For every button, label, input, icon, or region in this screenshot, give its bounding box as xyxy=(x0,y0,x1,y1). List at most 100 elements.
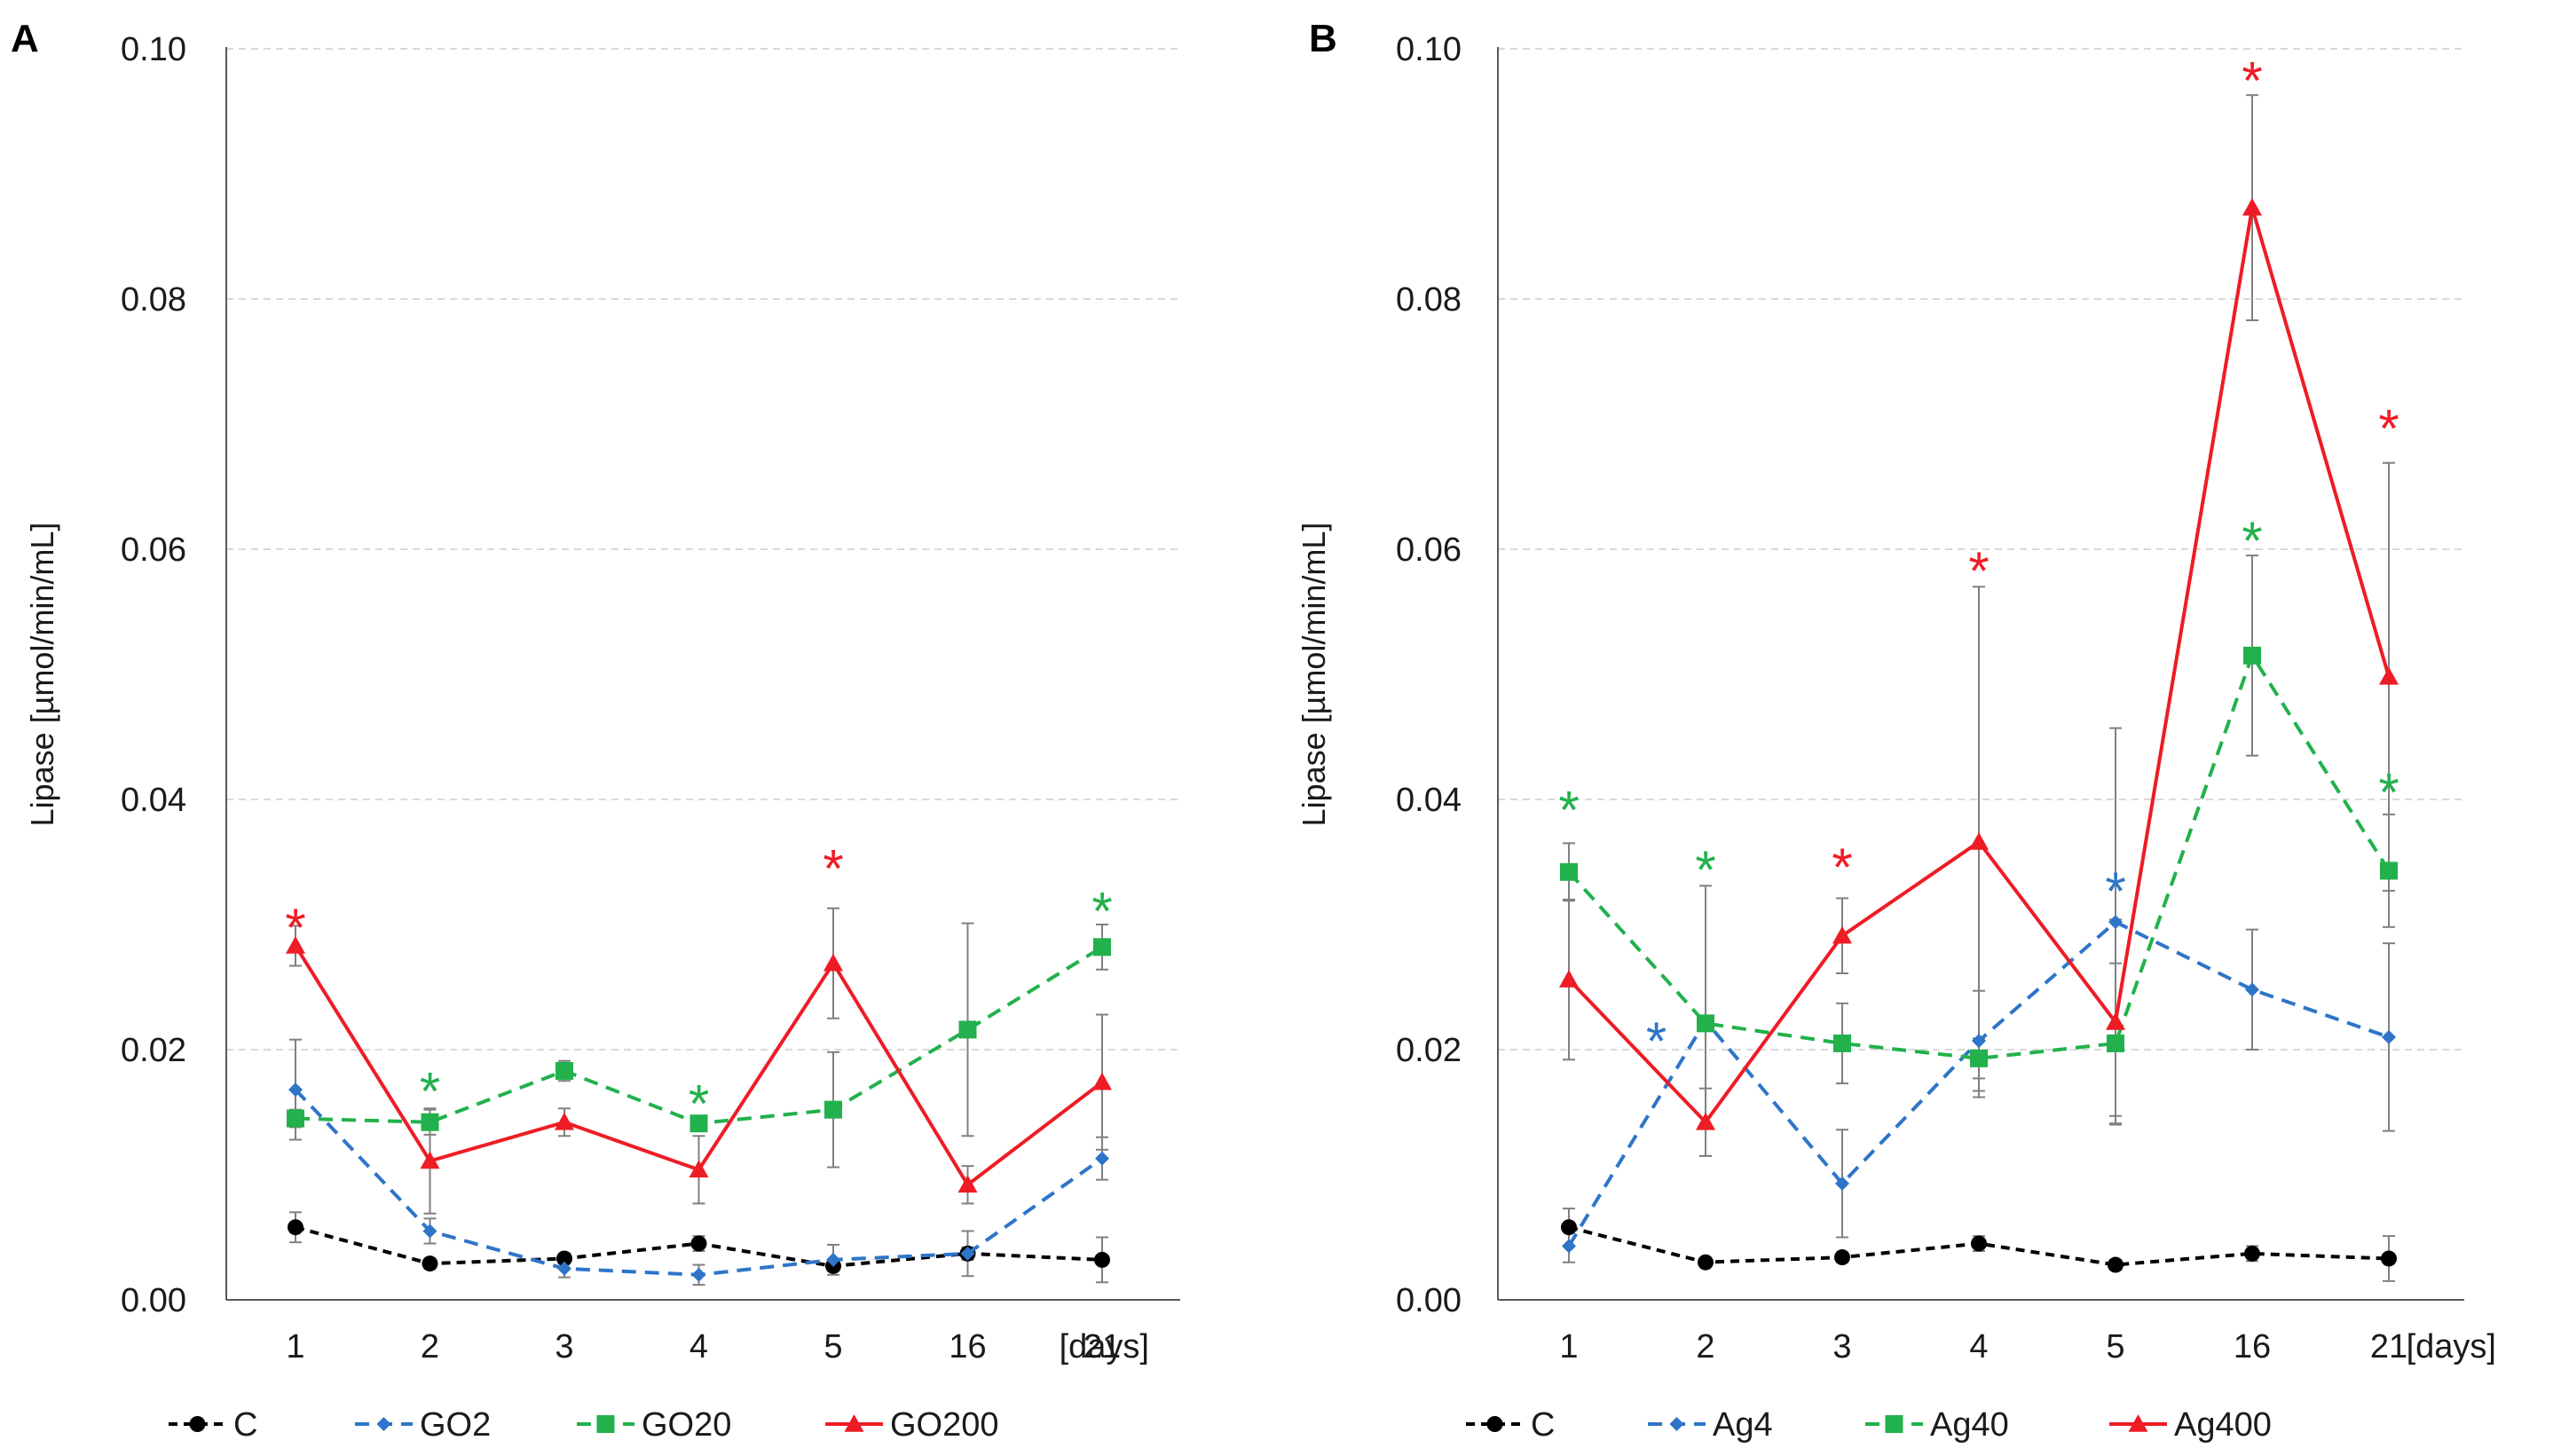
data-point xyxy=(422,1255,438,1272)
data-point xyxy=(826,1252,840,1267)
data-point xyxy=(1969,831,1989,850)
panel-a-chart: A 0.00 0.02 0.04 0.06 0.08 0.10 Lipase [µmol/mi… xyxy=(11,17,1180,1444)
panel-b-legend-item-ag4: Ag4 xyxy=(1648,1406,1773,1444)
panel-a-legend-item-go2: GO2 xyxy=(355,1406,491,1444)
data-point xyxy=(1093,938,1111,956)
panel-b-x-tick-label: 4 xyxy=(1969,1328,1988,1365)
data-point xyxy=(1560,862,1578,881)
data-point xyxy=(420,1151,440,1169)
legend-marker xyxy=(596,1415,615,1433)
panel-a-significance-mark: * xyxy=(420,1062,440,1122)
panel-a-y-tick-label: 0.06 xyxy=(121,531,186,569)
panel-b-significance-mark: * xyxy=(1832,838,1852,897)
panel-b-x-axis-unit: [days] xyxy=(2407,1328,2496,1365)
panel-b-y-tick-label: 0.06 xyxy=(1396,531,1462,569)
panel-a-label: A xyxy=(11,17,39,60)
panel-b-significance-mark: * xyxy=(2378,763,2399,822)
data-point xyxy=(1696,1112,1715,1130)
panel-a-x-tick-label: 21 xyxy=(1083,1328,1121,1365)
legend-label: C xyxy=(1531,1406,1555,1444)
panel-a-significance-mark: * xyxy=(823,839,843,899)
panel-b-significance-mark: * xyxy=(2242,511,2262,571)
panel-b-x-tick-label: 2 xyxy=(1696,1328,1714,1365)
data-point xyxy=(2108,1256,2124,1273)
panel-b-significance-mark: * xyxy=(1968,541,1989,601)
data-point xyxy=(1092,1072,1112,1090)
panel-a-series-go2 xyxy=(288,1082,1109,1282)
panel-a-y-axis-title: Lipase [µmol/min/mL] xyxy=(24,523,60,827)
panel-b-x-tick-label: 21 xyxy=(2370,1328,2407,1365)
panel-a-significance-mark: * xyxy=(689,1074,709,1134)
panel-a-y-tick-label: 0.04 xyxy=(121,782,186,819)
panel-b-significance-mark: * xyxy=(2105,862,2125,921)
panel-b-legend-item-c: C xyxy=(1466,1406,1555,1444)
panel-a-x-tick-label: 5 xyxy=(823,1328,842,1365)
data-point xyxy=(2379,666,2399,685)
panel-b-significance-mark: * xyxy=(2378,398,2399,458)
legend-label: Ag40 xyxy=(1930,1406,2009,1444)
legend-marker xyxy=(2128,1414,2148,1432)
data-point xyxy=(2245,982,2259,997)
panel-b-y-tick-label: 0.00 xyxy=(1396,1282,1462,1319)
data-point xyxy=(1561,1219,1577,1236)
data-point xyxy=(960,1246,975,1261)
panel-a-significance-mark: * xyxy=(285,898,305,957)
panel-a-x-tick-label: 4 xyxy=(689,1328,708,1365)
legend-label: GO2 xyxy=(420,1406,491,1444)
panel-b-chart: B 0.00 0.02 0.04 0.06 0.08 0.10 Lipase [µmol/mi… xyxy=(1296,17,2496,1444)
data-point xyxy=(557,1261,571,1276)
legend-marker xyxy=(1885,1415,1903,1433)
panel-b-series-ag40 xyxy=(1560,646,2398,1067)
panel-a-y-tick-label: 0.10 xyxy=(121,31,186,68)
legend-marker xyxy=(376,1417,391,1431)
panel-a-x-axis-unit: [days] xyxy=(1060,1328,1149,1365)
data-point xyxy=(689,1114,708,1133)
data-point xyxy=(1834,1249,1850,1266)
panel-a-y-tick-label: 0.02 xyxy=(121,1032,186,1069)
data-point xyxy=(2380,862,2398,880)
panel-b-legend-item-ag400: Ag400 xyxy=(2109,1406,2272,1444)
legend-label: Ag400 xyxy=(2174,1406,2272,1444)
data-point xyxy=(1833,1034,1851,1052)
data-point xyxy=(1835,1176,1849,1191)
data-point xyxy=(2106,1011,2125,1030)
data-point xyxy=(555,1112,574,1130)
data-point xyxy=(957,1175,978,1193)
data-point xyxy=(1698,1254,1714,1271)
data-point xyxy=(689,1160,709,1178)
data-point xyxy=(1697,1014,1714,1033)
data-point xyxy=(2108,915,2123,930)
data-point xyxy=(288,1082,303,1098)
panel-a-x-tick-label: 3 xyxy=(555,1328,573,1365)
data-point xyxy=(1970,1049,1988,1067)
data-point xyxy=(2243,646,2261,665)
data-point xyxy=(690,1235,707,1252)
panel-b-significance-mark: * xyxy=(1558,780,1579,839)
data-point xyxy=(556,1250,572,1267)
legend-label: C xyxy=(233,1406,257,1444)
legend-marker xyxy=(844,1414,864,1432)
panel-b-series-ag400 xyxy=(1559,198,2399,1130)
panel-a-series-go20 xyxy=(287,938,1111,1133)
data-point xyxy=(958,1020,977,1039)
legend-marker xyxy=(1669,1417,1684,1431)
panel-b-y-tick-label: 0.10 xyxy=(1396,31,1462,68)
panel-a-y-tick-label: 0.00 xyxy=(121,1282,186,1319)
data-point xyxy=(1972,1034,1986,1049)
data-point xyxy=(691,1267,706,1282)
legend-label: GO20 xyxy=(642,1406,731,1444)
panel-a-y-tick-label: 0.08 xyxy=(121,281,186,319)
panel-a-significance-mark: * xyxy=(1091,882,1112,941)
panel-a-x-tick-label: 16 xyxy=(949,1328,986,1365)
panel-a-x-tick-label: 2 xyxy=(421,1328,439,1365)
data-point xyxy=(1832,925,1852,944)
panel-b-significance-mark: * xyxy=(1695,840,1715,900)
data-point xyxy=(2107,1034,2124,1052)
data-point xyxy=(556,1061,573,1080)
panel-b-significance-mark: * xyxy=(2242,51,2262,110)
panel-b-x-tick-label: 16 xyxy=(2234,1328,2271,1365)
panel-b-x-tick-label: 1 xyxy=(1559,1328,1578,1365)
data-point xyxy=(1971,1235,1987,1252)
data-point xyxy=(422,1224,437,1239)
